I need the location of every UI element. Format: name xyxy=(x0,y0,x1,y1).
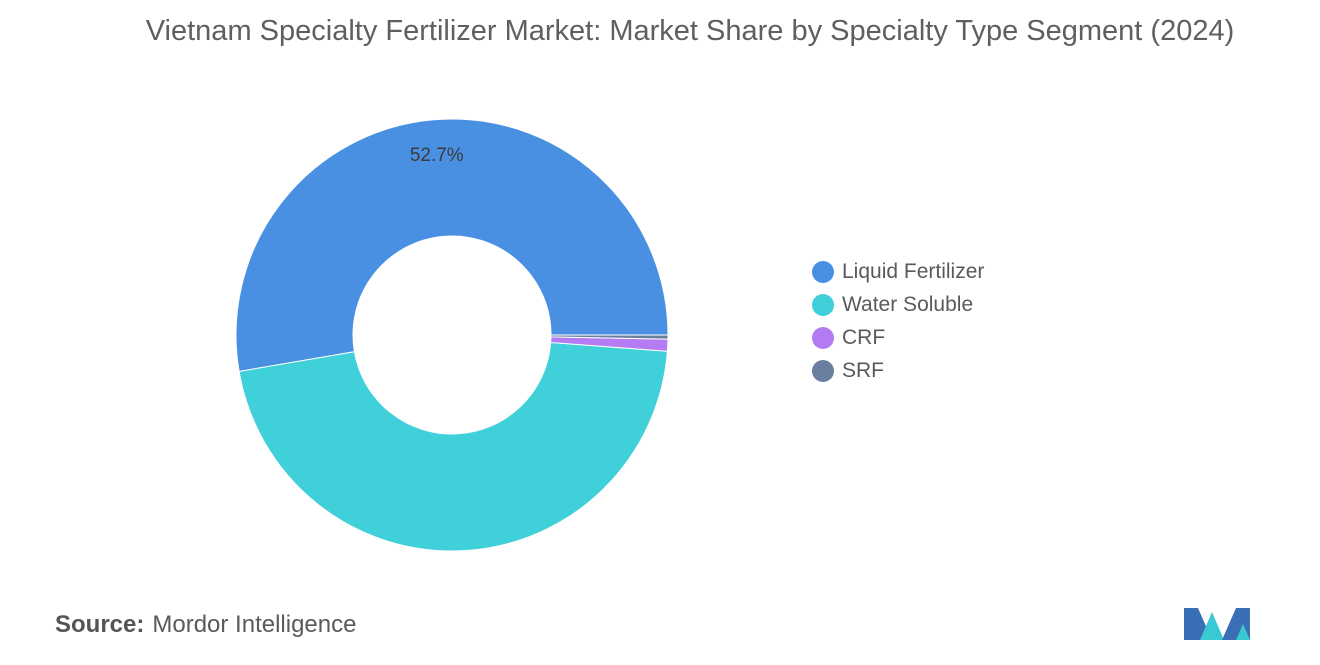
legend-item-srf: SRF xyxy=(812,354,984,387)
legend-item-liquid-fertilizer: Liquid Fertilizer xyxy=(812,255,984,288)
donut-slices xyxy=(235,118,669,552)
source-value: Mordor Intelligence xyxy=(152,611,357,638)
legend-label-liquid-fertilizer: Liquid Fertilizer xyxy=(842,259,985,283)
legend-label-srf: SRF xyxy=(842,358,884,382)
legend-swatch-liquid-fertilizer xyxy=(812,260,834,283)
slice-liquid-fertilizer xyxy=(235,118,669,373)
legend-label-crf: CRF xyxy=(842,325,886,349)
slice-srf xyxy=(550,334,669,340)
slice-water-soluble xyxy=(238,341,668,552)
chart-legend: Liquid Fertilizer Water Soluble CRF SRF xyxy=(812,255,984,387)
legend-swatch-water-soluble xyxy=(812,293,834,316)
source-label: Source: xyxy=(55,611,145,638)
legend-item-crf: CRF xyxy=(812,321,984,354)
donut-data-labels: 52.7% xyxy=(410,145,464,166)
source-line: Source: Mordor Intelligence xyxy=(55,611,356,639)
legend-swatch-crf xyxy=(812,326,834,349)
legend-item-water-soluble: Water Soluble xyxy=(812,288,984,321)
legend-swatch-srf xyxy=(812,359,834,382)
mordor-intelligence-logo-icon xyxy=(1184,608,1250,640)
chart-title: Vietnam Specialty Fertilizer Market: Mar… xyxy=(145,15,1235,47)
data-label-liquid-fertilizer: 52.7% xyxy=(410,145,464,166)
legend-label-water-soluble: Water Soluble xyxy=(842,292,974,316)
